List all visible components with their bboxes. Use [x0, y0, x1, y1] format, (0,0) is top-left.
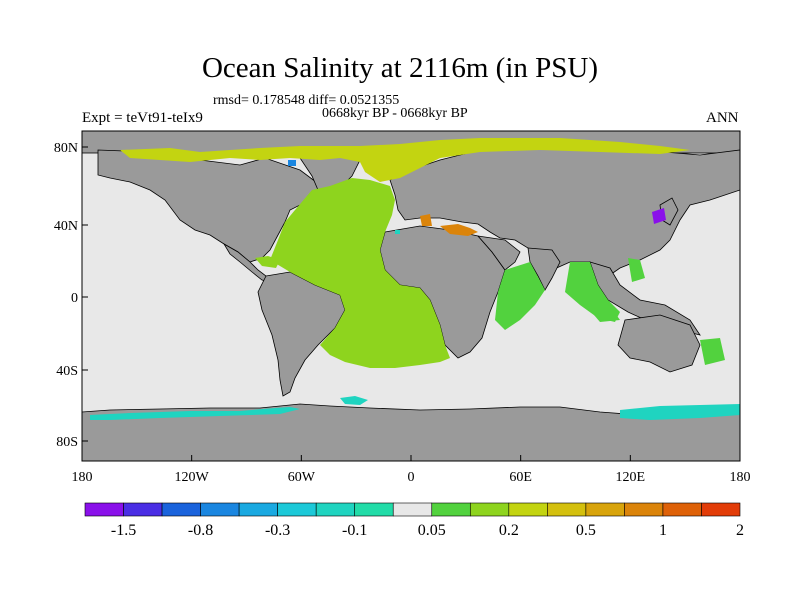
lon-tick-label: 180 [72, 470, 93, 485]
map-title: Ocean Salinity at 2116m (in PSU) [201, 52, 599, 84]
colorbar: -1.5 -0.8 -0.3 -0.1 0.05 0.2 0.5 1 2 [84, 502, 744, 539]
colorbar-swatch [277, 502, 317, 517]
colorbar-label: -0.1 [342, 522, 367, 539]
india [527, 247, 561, 291]
lat-tick-label: 80N [54, 141, 78, 156]
colorbar-label: 0.05 [418, 522, 446, 539]
colorbar-swatch [662, 502, 702, 517]
map-panel [81, 130, 741, 462]
stats-line: rmsd= 0.178548 diff= 0.0521355 [213, 93, 400, 108]
colorbar-swatch [547, 502, 587, 517]
southern-ocean-signal-east [620, 404, 740, 420]
colorbar-label: 2 [736, 522, 744, 539]
lat-tick-label: 0 [71, 291, 78, 306]
period-line: 0668kyr BP - 0668kyr BP [322, 106, 468, 121]
weddell-signal [340, 396, 368, 405]
colorbar-swatch [84, 502, 124, 517]
japan-sea-signal [652, 208, 666, 224]
lat-tick-label: 40N [54, 219, 78, 234]
colorbar-swatch [161, 502, 201, 517]
southern-ocean-signal [90, 407, 300, 420]
colorbar-label: -0.8 [188, 522, 213, 539]
lon-tick-label: 60W [288, 470, 316, 485]
colorbar-swatch [508, 502, 548, 517]
australia-east-signal [700, 338, 725, 365]
gibraltar-spot [395, 230, 400, 234]
colorbar-label: -1.5 [111, 522, 136, 539]
colorbar-swatch [315, 502, 356, 517]
arabia [476, 235, 521, 271]
colorbar-swatch [354, 502, 394, 517]
colorbar-label: -0.3 [265, 522, 290, 539]
timor-signal [588, 306, 620, 322]
colorbar-swatch [431, 502, 471, 517]
arctic-blue-spot [288, 160, 296, 166]
australia [617, 314, 701, 373]
colorbar-swatch [238, 502, 278, 517]
mediterranean-signal [420, 214, 478, 236]
lat-tick-label: 80S [56, 435, 78, 450]
west-pacific-signal [628, 258, 645, 282]
lat-tick-label: 40S [56, 364, 78, 379]
arctic-signal [120, 138, 690, 182]
lon-tick-label: 0 [408, 470, 415, 485]
colorbar-label: 0.2 [499, 522, 519, 539]
lon-tick-label: 60E [509, 470, 532, 485]
atlantic-signal [270, 178, 450, 368]
colorbar-swatch [701, 502, 741, 517]
lon-tick-label: 120W [175, 470, 210, 485]
colorbar-swatch [200, 502, 240, 517]
colorbar-swatch [469, 502, 510, 517]
caribbean-signal [255, 256, 280, 268]
colorbar-swatch [585, 502, 625, 517]
experiment-label: Expt = teVt91-teIx9 [82, 110, 203, 126]
axis-ticks: 80N 40N 0 40S 80S 180 120W 60W 0 60E 120E 180 [54, 141, 751, 485]
season-label: ANN [706, 110, 739, 126]
indian-ocean-signal [495, 262, 545, 330]
colorbar-swatch [123, 502, 163, 517]
lon-tick-label: 120E [616, 470, 646, 485]
colorbar-swatch [624, 502, 664, 517]
lon-tick-label: 180 [730, 470, 751, 485]
colorbar-label: 0.5 [576, 522, 596, 539]
colorbar-label: 1 [659, 522, 667, 539]
colorbar-swatch [392, 502, 433, 517]
